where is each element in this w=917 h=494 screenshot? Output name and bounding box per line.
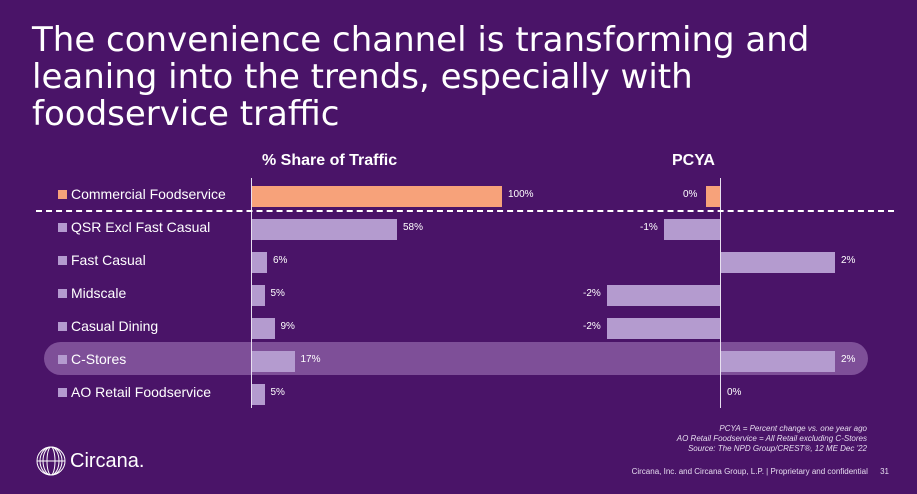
category-label: Fast Casual	[71, 252, 146, 268]
share-value-label: 17%	[300, 354, 321, 365]
share-bar	[252, 285, 265, 306]
legend-swatch	[58, 355, 67, 364]
pcya-value-label: -2%	[583, 288, 601, 299]
share-bar	[252, 252, 267, 273]
chart-row: C-Stores 17% 2%	[0, 343, 917, 376]
share-value-label: 58%	[403, 222, 424, 233]
footer-text: Circana, Inc. and Circana Group, L.P. | …	[631, 467, 868, 476]
chart-row: Casual Dining 9% -2%	[0, 310, 917, 343]
circana-logo: Circana.	[34, 444, 144, 478]
pcya-bar	[607, 318, 721, 339]
logo-text: Circana.	[70, 449, 145, 472]
globe-icon	[36, 446, 66, 476]
footnote-line: PCYA = Percent change vs. one year ago	[719, 424, 867, 433]
share-bar	[252, 186, 502, 207]
pcya-value-label: -2%	[583, 321, 601, 332]
legend-swatch	[58, 322, 67, 331]
share-bar	[252, 351, 295, 372]
category-label: Casual Dining	[71, 318, 159, 334]
legend-swatch	[58, 256, 67, 265]
pcya-bar	[607, 285, 721, 306]
chart-row: AO Retail Foodservice 5% 0%	[0, 376, 917, 409]
share-bar	[252, 318, 275, 339]
share-value-label: 5%	[270, 288, 285, 299]
footer: Circana, Inc. and Circana Group, L.P. | …	[632, 467, 889, 476]
pcya-value-label: 2%	[841, 354, 856, 365]
footnotes: PCYA = Percent change vs. one year ago A…	[677, 424, 867, 454]
share-value-label: 5%	[270, 387, 285, 398]
category-label: AO Retail Foodservice	[71, 384, 212, 400]
legend-swatch	[58, 388, 67, 397]
category-label: Commercial Foodservice	[71, 186, 226, 202]
chart-row: QSR Excl Fast Casual 58% -1%	[0, 211, 917, 244]
chart-row: Midscale 5% -2%	[0, 277, 917, 310]
legend-swatch	[58, 190, 67, 199]
chart-row: Commercial Foodservice 100% 0%	[0, 178, 917, 211]
pcya-axis-line	[720, 178, 721, 408]
share-bar	[252, 384, 265, 405]
pcya-header: PCYA	[672, 152, 715, 169]
share-of-traffic-header: % Share of Traffic	[262, 152, 398, 169]
slide-title: The convenience channel is transforming …	[32, 20, 810, 134]
pcya-bar	[721, 252, 835, 273]
legend-swatch	[58, 289, 67, 298]
share-axis-line	[251, 178, 252, 408]
pcya-value-label: -1%	[640, 222, 658, 233]
footnote-line: Source: The NPD Group/CREST®, 12 ME Dec …	[687, 444, 867, 453]
pcya-bar	[721, 351, 835, 372]
pcya-value-label: 0%	[727, 387, 742, 398]
category-label: Midscale	[71, 285, 127, 301]
pcya-bar	[706, 186, 721, 207]
page-number: 31	[880, 467, 889, 476]
pcya-value-label: 0%	[683, 189, 698, 200]
share-value-label: 6%	[273, 255, 288, 266]
chart-row: Fast Casual 6% 2%	[0, 244, 917, 277]
category-label: QSR Excl Fast Casual	[71, 219, 211, 235]
pcya-value-label: 2%	[841, 255, 856, 266]
pcya-bar	[664, 219, 721, 240]
footnote-line: AO Retail Foodservice = All Retail exclu…	[676, 434, 867, 443]
share-value-label: 9%	[280, 321, 295, 332]
dashed-divider	[36, 210, 894, 212]
share-value-label: 100%	[508, 189, 534, 200]
category-label: C-Stores	[71, 351, 127, 367]
share-bar	[252, 219, 397, 240]
legend-swatch	[58, 223, 67, 232]
